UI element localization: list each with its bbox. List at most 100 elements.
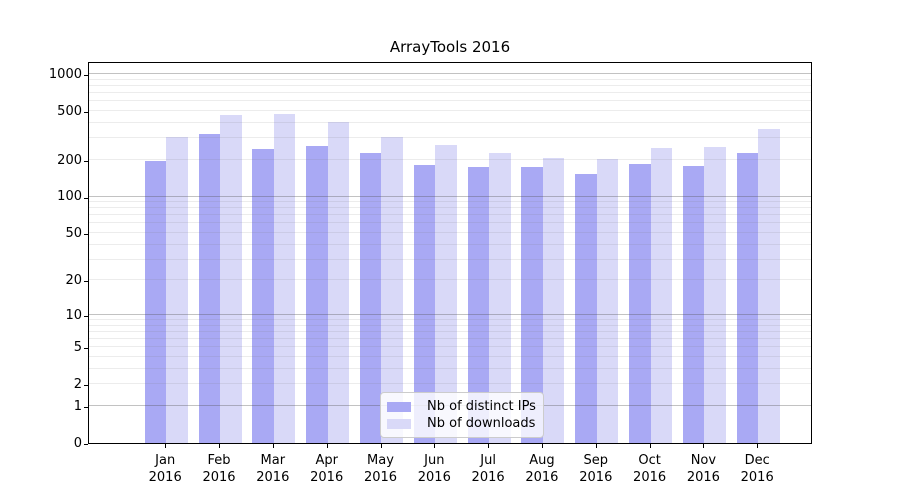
legend-label-distinct-ips: Nb of distinct IPs <box>427 399 536 414</box>
gridline <box>89 319 811 320</box>
gridline <box>89 214 811 216</box>
y-tick-mark <box>84 111 88 113</box>
bar-distinct-ips-jun <box>413 165 436 443</box>
x-tick-label-oct: Oct 2016 <box>633 453 667 485</box>
gridline <box>89 313 811 315</box>
bar-downloads-sep <box>596 158 619 443</box>
x-tick-mark <box>272 444 274 448</box>
y-tick-mark <box>84 315 88 317</box>
x-tick-label-nov: Nov 2016 <box>686 453 720 485</box>
bar-distinct-ips-feb <box>198 134 221 443</box>
bar-downloads-jan <box>166 137 188 443</box>
gridline <box>89 158 811 160</box>
bar-downloads-dec <box>758 129 780 443</box>
gridline <box>89 207 811 209</box>
x-tick-label-mar: Mar 2016 <box>256 453 290 485</box>
y-tick-mark <box>84 407 88 408</box>
plot-area <box>88 62 812 444</box>
y-tick-mark <box>84 348 88 350</box>
x-tick-label-jun: Jun 2016 <box>417 453 451 485</box>
bar-distinct-ips-jul <box>467 167 490 443</box>
gridline <box>89 195 811 197</box>
y-tick-label: 20 <box>65 273 82 289</box>
gridline <box>89 346 811 348</box>
y-tick-label: 0 <box>73 436 82 451</box>
x-tick-mark <box>488 444 490 448</box>
gridline <box>89 324 811 326</box>
x-tick-label-jan: Jan 2016 <box>148 453 182 485</box>
x-tick-label-aug: Aug 2016 <box>525 453 559 485</box>
x-tick-label-dec: Dec 2016 <box>740 453 774 485</box>
y-tick-label: 5 <box>73 340 82 356</box>
x-tick-mark <box>326 444 328 448</box>
x-tick-mark <box>219 444 220 448</box>
x-tick-mark <box>595 444 597 448</box>
y-tick-mark <box>84 281 88 283</box>
gridline <box>89 232 811 233</box>
bar-distinct-ips-dec <box>736 152 759 443</box>
gridline <box>89 222 811 224</box>
y-tick-label: 1000 <box>48 66 82 82</box>
gridline <box>89 121 811 123</box>
x-tick-mark <box>703 444 705 448</box>
bar-distinct-ips-nov <box>682 166 705 443</box>
bar-downloads-feb <box>220 115 242 443</box>
x-tick-mark <box>380 444 382 448</box>
gridline <box>89 367 811 369</box>
legend-swatch-distinct-ips <box>387 401 411 412</box>
bar-downloads-jul <box>489 153 511 443</box>
x-tick-label-may: May 2016 <box>363 453 398 485</box>
gridline <box>89 330 811 332</box>
x-tick-label-feb: Feb 2016 <box>202 453 236 485</box>
x-tick-label-sep: Sep 2016 <box>579 453 613 485</box>
legend: Nb of distinct IPs Nb of downloads <box>380 392 544 438</box>
gridline <box>89 258 811 260</box>
gridline <box>89 243 811 245</box>
x-tick-mark <box>434 444 436 448</box>
x-tick-mark <box>649 444 651 448</box>
bar-distinct-ips-sep <box>575 173 597 443</box>
y-tick-mark <box>84 197 88 199</box>
legend-item-distinct-ips: Nb of distinct IPs <box>387 398 537 415</box>
bar-downloads-aug <box>542 158 565 443</box>
legend-label-downloads: Nb of downloads <box>427 416 536 431</box>
x-tick-label-apr: Apr 2016 <box>310 453 344 485</box>
y-tick-mark <box>84 74 88 76</box>
gridline <box>89 279 811 281</box>
y-tick-label: 100 <box>57 189 82 205</box>
bar-downloads-apr <box>327 122 350 443</box>
bar-downloads-may <box>381 136 403 443</box>
gridline <box>89 338 811 340</box>
gridline <box>89 72 811 74</box>
bar-downloads-oct <box>650 147 673 443</box>
bar-distinct-ips-may <box>359 153 382 443</box>
y-tick-label: 10 <box>65 307 82 323</box>
y-tick-mark <box>84 234 88 235</box>
bar-distinct-ips-aug <box>521 166 543 443</box>
gridline <box>89 78 811 80</box>
bar-downloads-mar <box>273 114 296 443</box>
gridline <box>89 137 811 139</box>
y-tick-mark <box>84 444 88 445</box>
bar-distinct-ips-oct <box>629 164 651 443</box>
bar-distinct-ips-mar <box>252 148 274 443</box>
bar-downloads-jun <box>435 144 457 443</box>
x-tick-mark <box>757 444 759 448</box>
x-tick-label-jul: Jul 2016 <box>471 453 505 485</box>
y-tick-mark <box>84 385 88 387</box>
y-tick-label: 50 <box>65 225 82 241</box>
y-tick-label: 2 <box>73 377 82 393</box>
chart-title: ArrayTools 2016 <box>389 38 511 56</box>
y-tick-mark <box>84 160 88 162</box>
y-tick-label: 200 <box>57 152 82 168</box>
gridline <box>89 92 811 93</box>
gridline <box>89 100 811 102</box>
legend-item-downloads: Nb of downloads <box>387 415 537 432</box>
gridline <box>89 383 811 385</box>
gridline <box>89 356 811 357</box>
y-tick-label: 500 <box>57 103 82 119</box>
gridline <box>89 109 811 111</box>
gridline <box>89 84 811 86</box>
bar-distinct-ips-jan <box>144 161 167 443</box>
